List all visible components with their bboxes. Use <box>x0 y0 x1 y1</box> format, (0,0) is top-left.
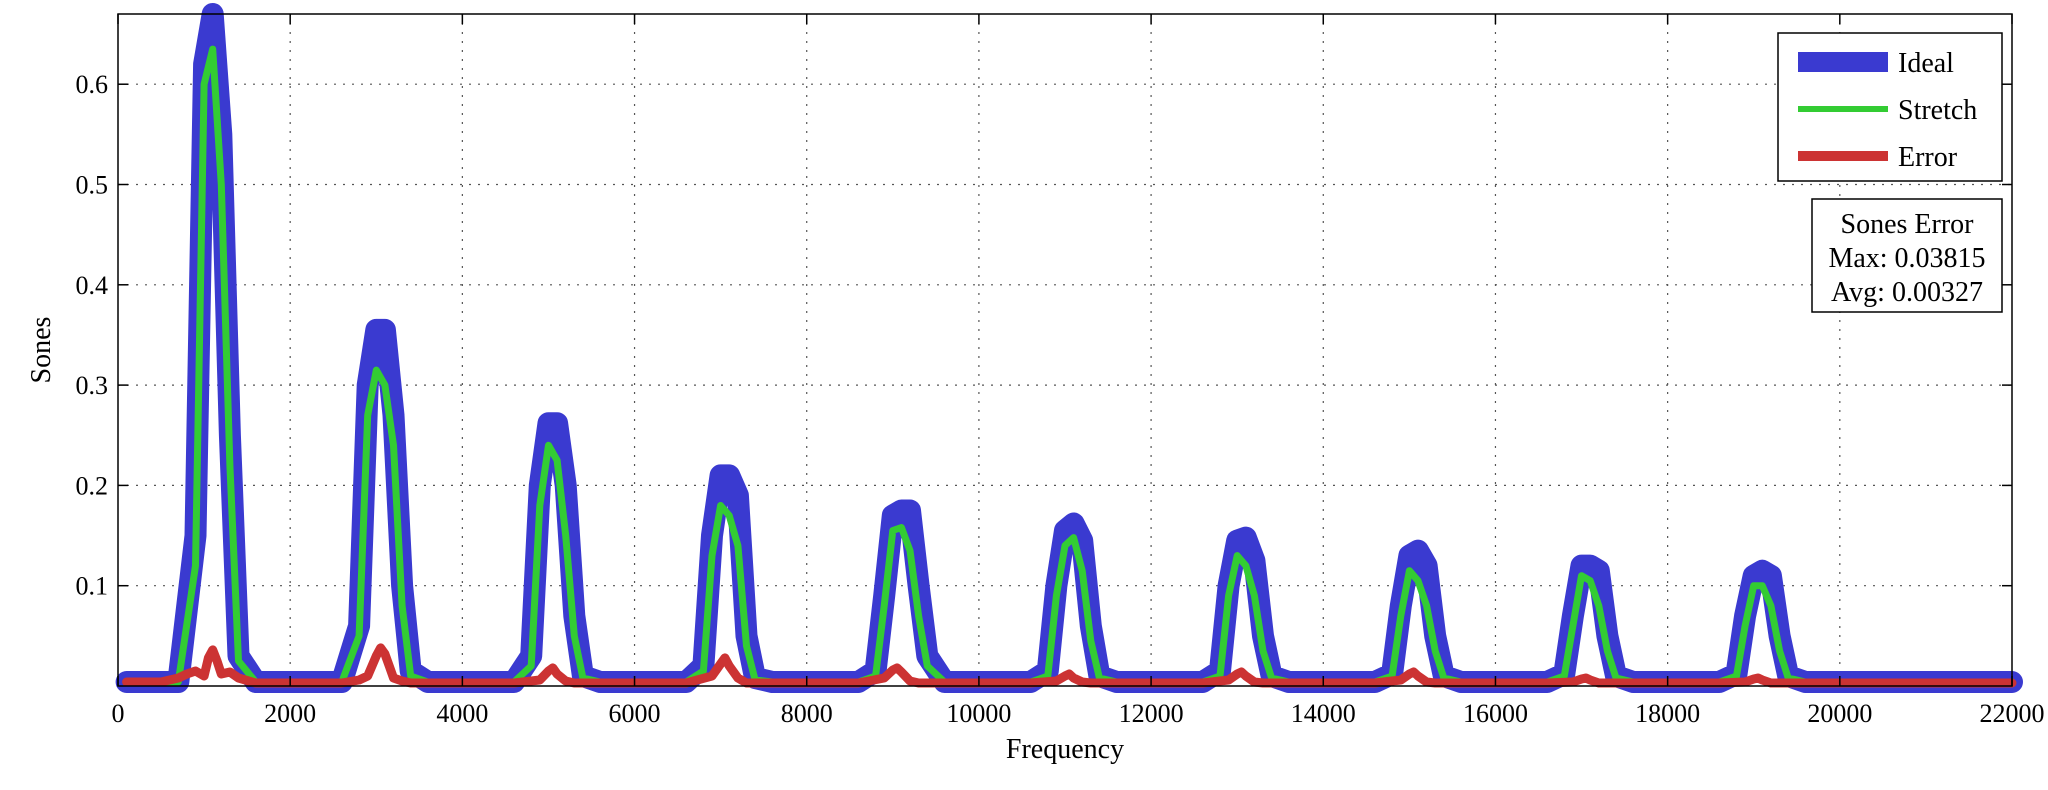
error-info-avg: Avg: 0.00327 <box>1831 277 1983 308</box>
x-tick-label: 14000 <box>1291 699 1356 728</box>
error-info-max: Max: 0.03815 <box>1828 243 1985 274</box>
series-line-error <box>122 643 2017 688</box>
legend-label-error: Error <box>1898 142 1958 173</box>
y-axis-title: Sones <box>26 317 57 384</box>
x-tick-label: 4000 <box>436 699 488 728</box>
plot-frame <box>117 13 2013 687</box>
x-tick-label: 22000 <box>1980 699 2045 728</box>
x-axis-title: Frequency <box>1006 734 1124 765</box>
x-tick-label: 18000 <box>1635 699 1700 728</box>
legend-label-ideal: Ideal <box>1898 48 1954 79</box>
error-info-frame <box>1811 198 2003 313</box>
grid <box>118 14 2012 686</box>
error-info-title: Sones Error <box>1841 209 1975 240</box>
series-line-ideal <box>115 3 2023 693</box>
axes: 0 2000 4000 6000 8000 10000 12000 14000 16000 180… <box>76 14 2045 728</box>
legend: Ideal Stretch Error <box>1777 32 2003 182</box>
y-tick-label: 0.1 <box>76 572 109 601</box>
x-tick-label: 0 <box>112 699 125 728</box>
y-tick-label: 0.3 <box>76 371 109 400</box>
y-tick-label: 0.5 <box>76 171 109 200</box>
series-group <box>115 3 2023 693</box>
error-info-box: Sones Error Max: 0.03815 Avg: 0.00327 <box>1811 198 2003 313</box>
x-tick-label: 10000 <box>946 699 1011 728</box>
x-tick-label: 2000 <box>264 699 316 728</box>
y-tick-label: 0.2 <box>76 471 109 500</box>
x-tick-label: 12000 <box>1119 699 1184 728</box>
x-tick-label: 6000 <box>609 699 661 728</box>
x-tick-label: 16000 <box>1463 699 1528 728</box>
x-tick-label: 20000 <box>1807 699 1872 728</box>
y-tick-label: 0.4 <box>76 271 109 300</box>
legend-label-stretch: Stretch <box>1898 95 1977 126</box>
x-tick-label: 8000 <box>781 699 833 728</box>
y-tick-label: 0.6 <box>76 70 109 99</box>
